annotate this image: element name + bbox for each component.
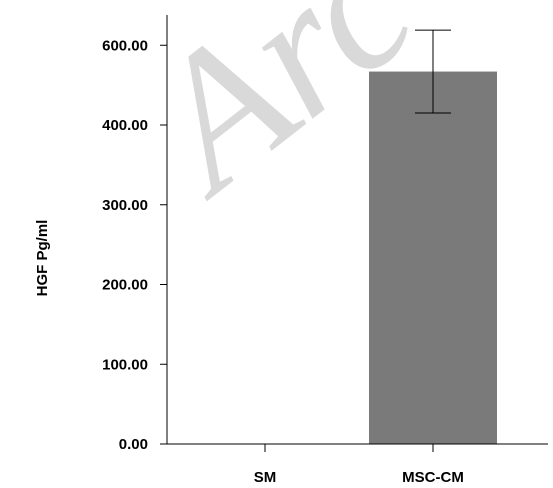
- y-tick-label: 300.00: [102, 197, 148, 214]
- y-tick-label: 600.00: [102, 37, 148, 54]
- x-tick-label-sm: SM: [254, 469, 277, 486]
- y-tick-label: 200.00: [102, 277, 148, 294]
- plot-area: 0.00 100.00 200.00 300.00 400.00 600.00 SM MSC-…: [102, 15, 548, 486]
- y-tick-label: 0.00: [119, 436, 148, 453]
- y-tick-label: 100.00: [102, 356, 148, 373]
- x-tick-label-msc-cm: MSC-CM: [402, 469, 464, 486]
- y-tick-label: 400.00: [102, 117, 148, 134]
- y-axis-title: HGF Pg/ml: [34, 220, 51, 297]
- bar-msc-cm: [369, 71, 497, 444]
